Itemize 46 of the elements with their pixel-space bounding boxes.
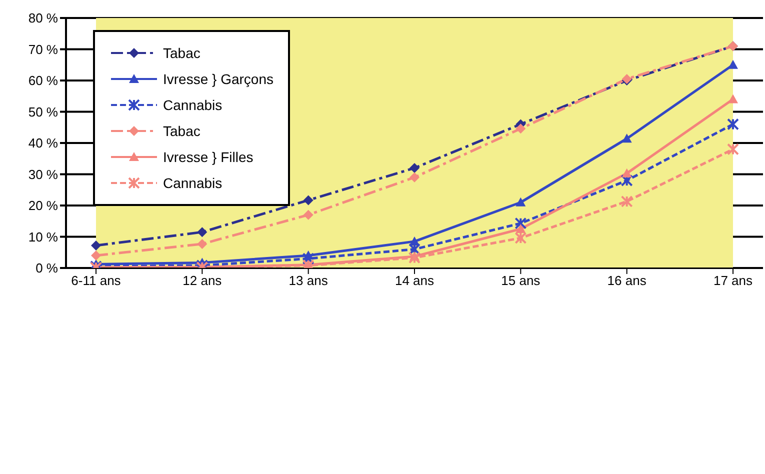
point — [514, 217, 527, 230]
y-tick-label: 80 % — [28, 10, 58, 26]
point — [516, 124, 526, 134]
y-tick-label: 0 % — [36, 260, 58, 276]
x-tick-label: 6-11 ans — [71, 273, 122, 288]
point — [727, 143, 739, 156]
y-tick-label: 60 % — [28, 73, 58, 88]
y-tick-label: 50 % — [28, 104, 58, 120]
point — [408, 252, 420, 264]
point — [197, 227, 208, 238]
y-tick-label: 30 % — [28, 166, 58, 182]
point — [516, 224, 526, 233]
point — [410, 163, 420, 173]
point — [91, 240, 101, 250]
point — [514, 232, 527, 244]
point — [197, 238, 208, 249]
point — [516, 197, 526, 206]
point — [622, 134, 632, 143]
point — [620, 195, 633, 208]
point — [622, 168, 632, 178]
x-tick-label: 12 ans — [182, 273, 222, 288]
legend-label: Ivresse } Garçons — [163, 71, 274, 87]
point — [728, 94, 738, 104]
point — [727, 118, 739, 130]
y-tick-label: 40 % — [28, 136, 58, 151]
legend-label: Cannabis — [163, 97, 222, 113]
point — [302, 252, 314, 265]
y-tick-label: 20 % — [28, 198, 58, 214]
point — [728, 60, 738, 69]
point — [410, 172, 420, 182]
y-tick-label: 70 % — [28, 42, 58, 57]
point — [303, 195, 314, 206]
legend-label: Ivresse } Filles — [163, 149, 254, 165]
x-tick-label: 16 ans — [607, 273, 647, 288]
legend-label: Cannabis — [163, 175, 222, 191]
y-tick-label: 10 % — [28, 229, 58, 244]
legend-label: Tabac — [163, 45, 200, 61]
x-tick-label: 17 ans — [713, 273, 754, 288]
legend-label: Tabac — [163, 123, 200, 139]
x-tick-label: 15 ans — [501, 273, 541, 288]
point — [408, 243, 420, 256]
x-tick-label: 13 ans — [288, 273, 328, 288]
point — [91, 250, 101, 260]
point — [303, 210, 314, 220]
x-tick-label: 14 ans — [394, 273, 435, 288]
point — [620, 174, 633, 186]
